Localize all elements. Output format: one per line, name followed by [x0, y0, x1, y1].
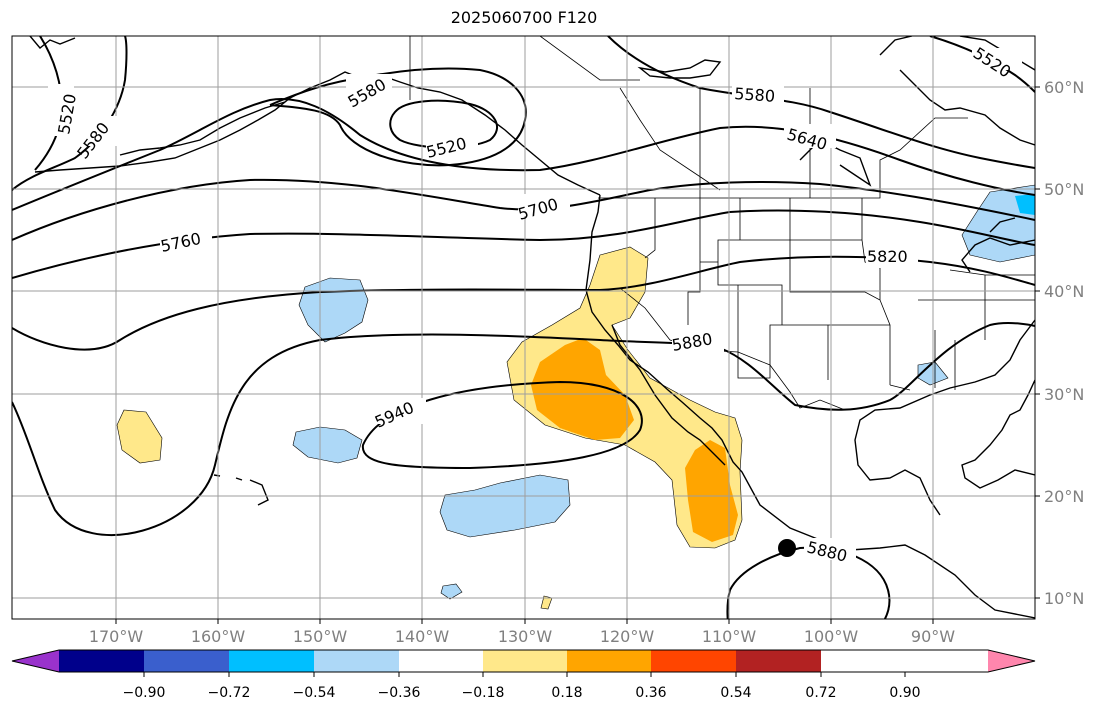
lon-label: 110°W [702, 627, 757, 646]
map-title: 2025060700 F120 [450, 8, 598, 27]
contour-5520 [929, 36, 1035, 93]
colorbar-tick-label: 0.72 [805, 685, 836, 701]
colorbar-tick-label: 0.54 [720, 685, 751, 701]
strong-positive-anomaly-area [685, 440, 738, 542]
lat-label: 60°N [1044, 78, 1084, 97]
colorbar-tick-label: −0.54 [293, 685, 336, 701]
latitude-labels: 60°N 50°N 40°N 30°N 20°N 10°N [1044, 78, 1084, 608]
contour-5640 [12, 98, 1035, 211]
contour-5880 [12, 322, 1035, 536]
negative-anomaly-area [292, 426, 363, 464]
colorbar-segment [483, 650, 567, 672]
political-borders [409, 36, 1035, 411]
colorbar-tick-label: 0.90 [889, 685, 920, 701]
storm-center-marker [778, 539, 796, 557]
contour-5880 [726, 546, 891, 619]
negative-anomaly-area [298, 277, 369, 343]
contour-5520 [389, 99, 499, 149]
negative-anomaly-area [440, 583, 463, 600]
colorbar-segment [59, 650, 144, 672]
lon-label: 130°W [498, 627, 553, 646]
contour-5940 [361, 380, 643, 470]
contour-label-5580: 5580 [734, 84, 776, 106]
colorbar-segment [651, 650, 736, 672]
lon-label: 140°W [395, 627, 450, 646]
positive-anomaly-area [116, 409, 163, 464]
anomaly-shading [116, 184, 1035, 610]
contour-labels: 5520 5520 5520 5580 5580 5580 5640 5700 … [48, 43, 1022, 566]
colorbar-tick-label: −0.72 [208, 685, 251, 701]
colorbar-low-extension [12, 650, 59, 672]
colorbar-tick-label: −0.90 [123, 685, 166, 701]
lon-label: 170°W [89, 627, 144, 646]
strong-positive-anomaly-area [531, 338, 634, 440]
colorbar: −0.90 −0.72 −0.54 −0.36 −0.18 0.18 0.36 … [11, 649, 1036, 701]
contour-5580 [607, 36, 1035, 169]
colorbar-segment [567, 650, 651, 672]
lat-label: 10°N [1044, 589, 1084, 608]
colorbar-segment [229, 650, 314, 672]
axis-ticks [115, 86, 1040, 624]
positive-anomaly-area [540, 595, 553, 610]
lat-label: 30°N [1044, 385, 1084, 404]
longitude-labels: 170°W 160°W 150°W 140°W 130°W 120°W 110°… [89, 627, 955, 646]
lon-label: 90°W [911, 627, 955, 646]
colorbar-tick-label: −0.36 [378, 685, 421, 701]
colorbar-segment [736, 650, 821, 672]
strong-negative-anomaly-area [1015, 194, 1035, 215]
colorbar-tick-label: 0.18 [551, 685, 582, 701]
colorbar-high-extension [988, 650, 1035, 672]
colorbar-tick-label: −0.18 [462, 685, 505, 701]
lat-label: 50°N [1044, 180, 1084, 199]
negative-anomaly-area [439, 474, 571, 538]
lat-label: 20°N [1044, 487, 1084, 506]
contour-label-5820: 5820 [867, 247, 908, 266]
map-frame [11, 35, 1036, 620]
colorbar-segment [314, 650, 399, 672]
lon-label: 100°W [804, 627, 859, 646]
lon-label: 160°W [191, 627, 246, 646]
lon-label: 150°W [293, 627, 348, 646]
coastlines [29, 36, 1035, 619]
colorbar-tick-label: 0.36 [635, 685, 666, 701]
colorbar-segment [399, 650, 483, 672]
lon-label: 120°W [600, 627, 655, 646]
colorbar-segment [144, 650, 229, 672]
lat-label: 40°N [1044, 282, 1084, 301]
